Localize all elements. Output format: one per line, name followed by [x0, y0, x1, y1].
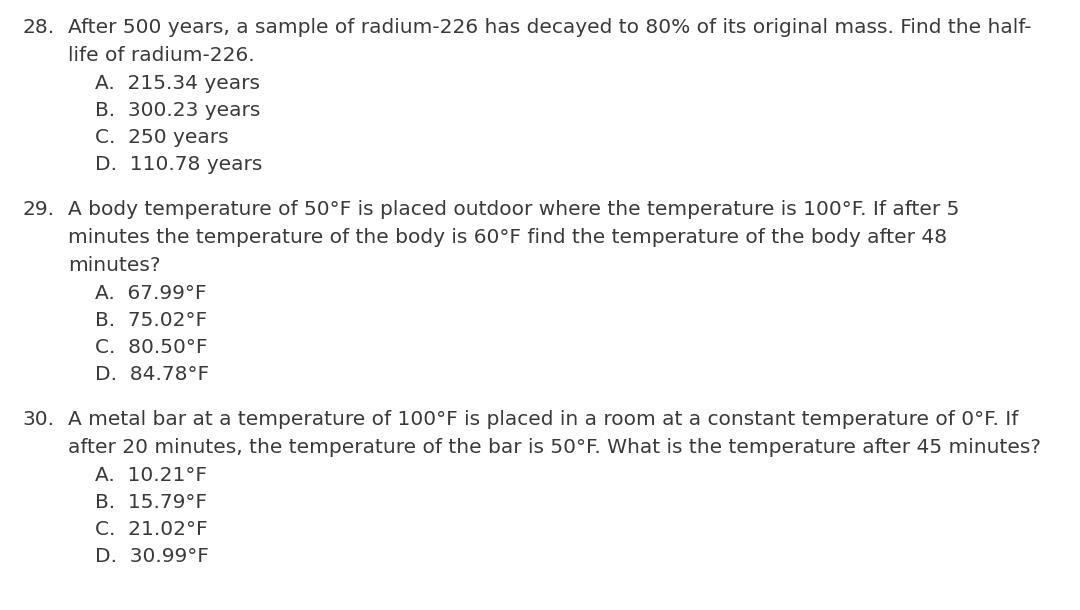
- Text: A metal bar at a temperature of 100°F is placed in a room at a constant temperat: A metal bar at a temperature of 100°F is…: [68, 410, 1018, 429]
- Text: minutes the temperature of the body is 60°F find the temperature of the body aft: minutes the temperature of the body is 6…: [68, 228, 947, 247]
- Text: D.  30.99°F: D. 30.99°F: [95, 547, 208, 566]
- Text: A.  67.99°F: A. 67.99°F: [95, 284, 206, 303]
- Text: B.  15.79°F: B. 15.79°F: [95, 493, 207, 512]
- Text: A.  215.34 years: A. 215.34 years: [95, 74, 260, 93]
- Text: C.  250 years: C. 250 years: [95, 128, 229, 147]
- Text: B.  75.02°F: B. 75.02°F: [95, 311, 207, 330]
- Text: after 20 minutes, the temperature of the bar is 50°F. What is the temperature af: after 20 minutes, the temperature of the…: [68, 438, 1041, 457]
- Text: C.  80.50°F: C. 80.50°F: [95, 338, 207, 357]
- Text: D.  84.78°F: D. 84.78°F: [95, 365, 210, 384]
- Text: A body temperature of 50°F is placed outdoor where the temperature is 100°F. If : A body temperature of 50°F is placed out…: [68, 200, 959, 219]
- Text: A.  10.21°F: A. 10.21°F: [95, 466, 207, 485]
- Text: After 500 years, a sample of radium-226 has decayed to 80% of its original mass.: After 500 years, a sample of radium-226 …: [68, 18, 1031, 37]
- Text: D.  110.78 years: D. 110.78 years: [95, 155, 262, 174]
- Text: C.  21.02°F: C. 21.02°F: [95, 520, 207, 539]
- Text: minutes?: minutes?: [68, 256, 161, 275]
- Text: 28.: 28.: [22, 18, 54, 37]
- Text: 29.: 29.: [22, 200, 54, 219]
- Text: life of radium-226.: life of radium-226.: [68, 46, 255, 65]
- Text: 30.: 30.: [22, 410, 54, 429]
- Text: B.  300.23 years: B. 300.23 years: [95, 101, 260, 120]
